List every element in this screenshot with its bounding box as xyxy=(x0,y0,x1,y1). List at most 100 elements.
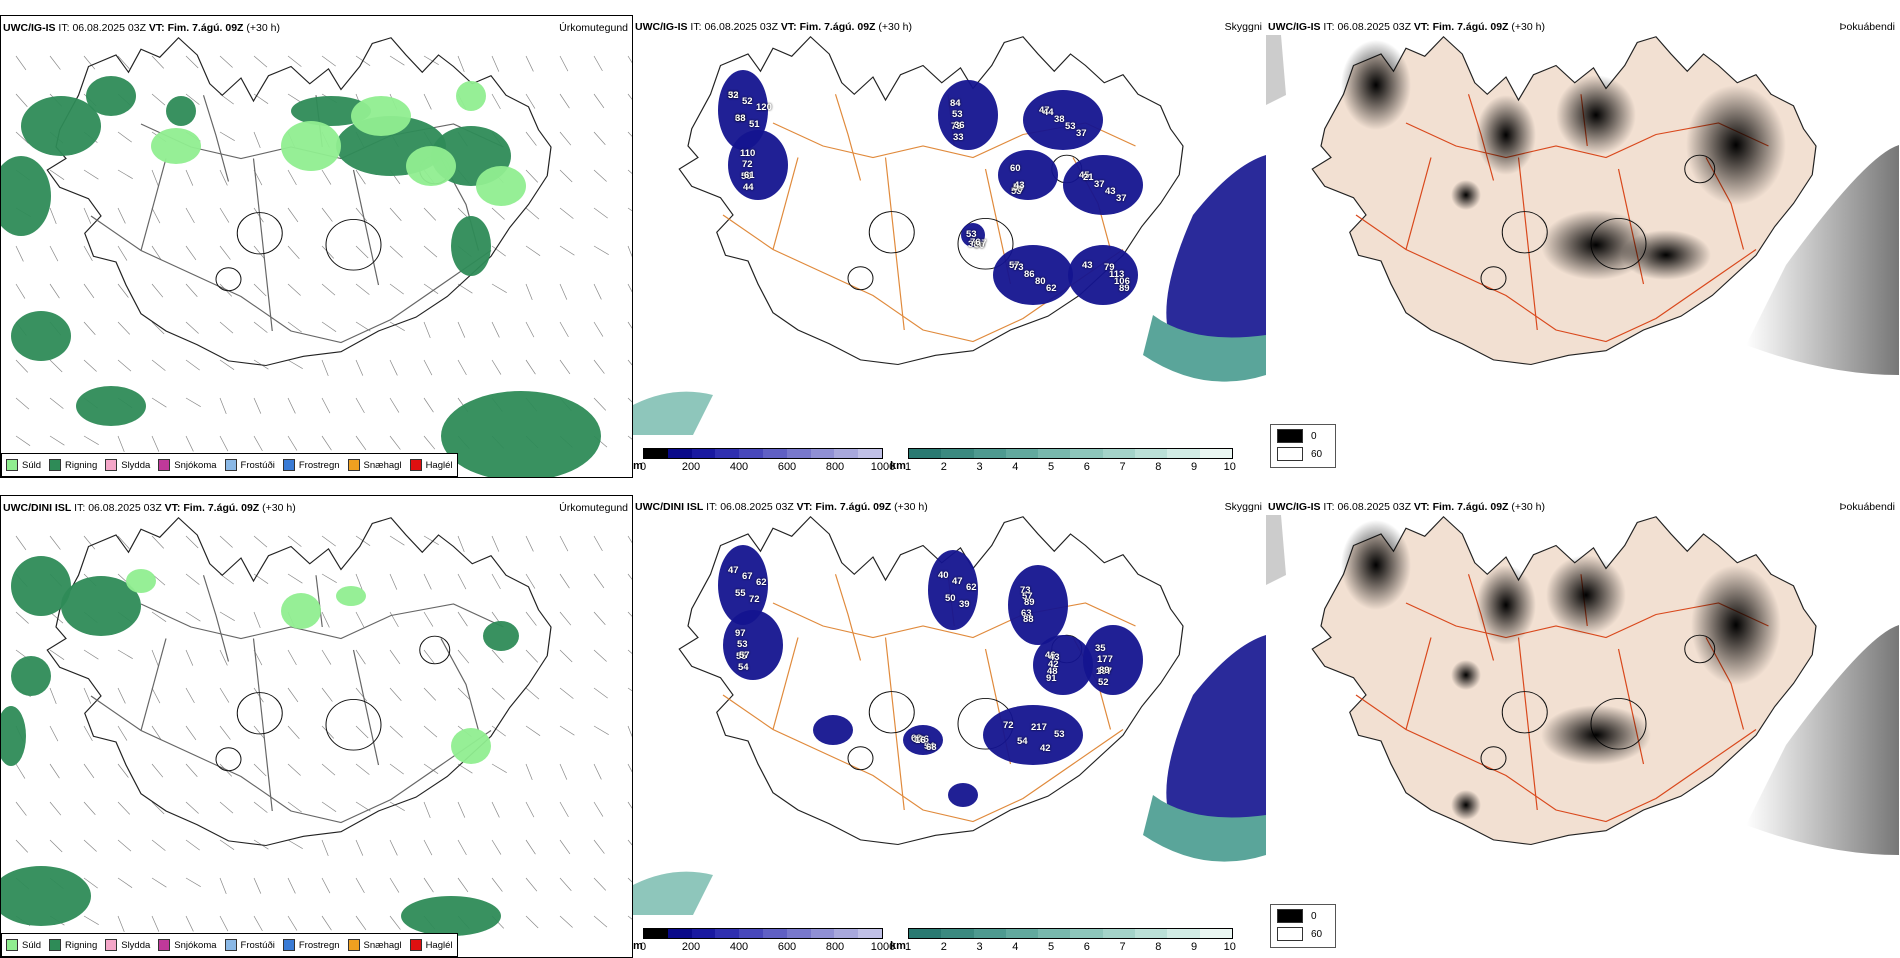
wind-barb xyxy=(49,535,61,550)
wind-barb xyxy=(219,397,227,415)
visibility-value: 62 xyxy=(966,582,977,593)
road-line xyxy=(1405,637,1432,730)
wind-barb xyxy=(457,55,465,73)
wind-barb xyxy=(185,207,195,224)
wind-barb xyxy=(457,687,471,701)
visibility-value: 106 xyxy=(1114,276,1130,287)
legend-label: 0 xyxy=(1311,910,1317,922)
wind-barb xyxy=(219,839,235,850)
wind-barb xyxy=(219,535,233,548)
wind-barb xyxy=(185,763,198,778)
wind-barb xyxy=(389,687,402,702)
wind-barb xyxy=(253,435,263,452)
wind-barb xyxy=(525,573,536,589)
visibility-value: 54 xyxy=(738,662,749,673)
init-time-label: IT: xyxy=(706,501,718,513)
model-name: UWC/DINI ISL xyxy=(3,502,72,514)
visibility-value: 72 xyxy=(1003,720,1014,731)
visibility-value: 50 xyxy=(741,171,752,182)
colorbar-unit: m xyxy=(633,460,643,472)
legend-item: 0 xyxy=(1277,909,1329,923)
legend-item: Frostregn xyxy=(282,459,340,471)
wind-barb xyxy=(423,397,434,413)
wind-barb xyxy=(321,915,332,931)
visibility-value: 89 xyxy=(1024,597,1035,608)
wind-barb xyxy=(525,915,539,929)
precip-map xyxy=(1,36,632,477)
wind-barb xyxy=(525,763,533,781)
wind-barb xyxy=(287,55,302,67)
wind-barb xyxy=(151,649,159,667)
road-line xyxy=(772,637,799,730)
wind-barb xyxy=(321,725,335,739)
wind-barb xyxy=(151,877,167,888)
wind-barb xyxy=(559,207,574,219)
visibility-value: 73 xyxy=(951,121,962,132)
visibility-value: 46 xyxy=(1045,650,1056,661)
visibility-value: 40 xyxy=(938,570,949,581)
legend-item: Slydda xyxy=(105,459,150,471)
wind-barb xyxy=(321,573,337,583)
wind-barb xyxy=(389,573,398,590)
wind-barb xyxy=(423,93,432,110)
colorbar-tick: 4 xyxy=(1012,941,1019,953)
wind-barb xyxy=(491,801,500,818)
visibility-value: 89 xyxy=(1099,665,1110,676)
wind-barb xyxy=(559,725,575,736)
glacier-outline xyxy=(868,211,915,254)
wind-barb xyxy=(355,359,364,376)
legend-label: Snjókoma xyxy=(174,459,217,471)
visibility-value: 47 xyxy=(976,238,987,249)
visibility-value: 16 xyxy=(915,735,926,746)
legend-swatch xyxy=(1277,909,1303,923)
visibility-km-legend: 1 2 3 4 5 6 7 8 9 10 km xyxy=(890,448,1236,478)
wind-barb xyxy=(83,359,97,372)
wind-barb xyxy=(355,207,368,222)
road-line xyxy=(90,695,492,824)
wind-barb xyxy=(627,207,632,218)
wind-barb xyxy=(49,649,65,660)
wind-barb xyxy=(151,839,166,851)
wind-barb xyxy=(593,763,602,780)
wind-barb xyxy=(185,397,201,407)
wind-barb xyxy=(321,839,329,857)
colorbar-tick: 9 xyxy=(1190,941,1198,953)
wind-barb xyxy=(423,725,438,738)
legend-swatch xyxy=(224,939,237,951)
model-name: UWC/DINI ISL xyxy=(635,501,704,513)
wind-barb xyxy=(593,359,605,374)
legend-item: Rigning xyxy=(49,939,97,951)
wind-barb xyxy=(355,397,365,414)
legend-label: Frostregn xyxy=(298,459,340,471)
iceland-coastline xyxy=(1311,35,1817,366)
wind-barb xyxy=(83,801,96,816)
visibility-value: 110 xyxy=(740,148,756,159)
wind-barb xyxy=(151,359,166,371)
low-visibility-area xyxy=(938,80,998,150)
legend-swatch xyxy=(105,459,118,471)
wind-barb xyxy=(185,321,199,334)
wind-barb xyxy=(389,877,400,893)
wind-barb xyxy=(49,245,59,262)
road-line xyxy=(140,158,167,251)
valid-time-label: VT: xyxy=(164,502,181,514)
wind-barb xyxy=(559,611,572,626)
init-time: 06.08.2025 03Z xyxy=(720,501,794,513)
legend-item: Snjókoma xyxy=(158,459,217,471)
lead-time: (+30 h) xyxy=(1511,501,1545,513)
wind-barb xyxy=(525,321,535,338)
wind-barb xyxy=(117,649,133,659)
wind-barb xyxy=(287,435,298,451)
glacier-outline xyxy=(419,635,451,665)
visibility-value: 54 xyxy=(924,741,935,752)
wind-barb xyxy=(627,725,632,743)
wind-barb xyxy=(219,573,234,585)
wind-barb xyxy=(219,93,234,105)
legend-label: Snjókoma xyxy=(174,939,217,951)
low-visibility-area xyxy=(1063,155,1143,215)
wind-barb xyxy=(559,169,573,183)
wind-barb xyxy=(525,131,537,146)
wind-barb xyxy=(559,321,569,338)
legend-item: 60 xyxy=(1277,927,1329,941)
moderate-visibility-sea xyxy=(633,391,713,435)
